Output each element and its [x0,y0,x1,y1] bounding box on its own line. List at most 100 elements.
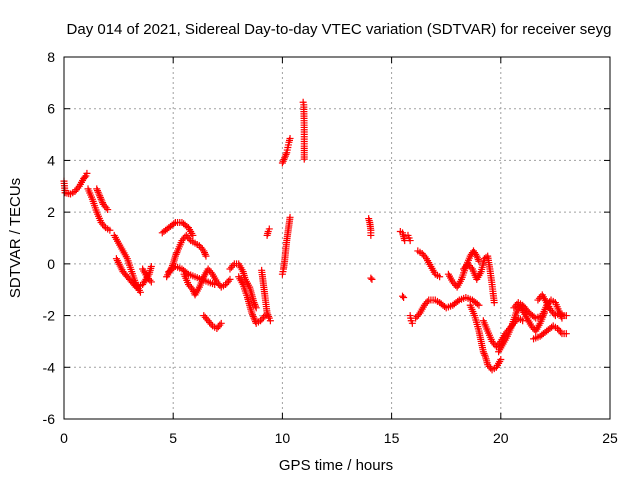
data-point [229,262,237,270]
series-arc-10 [180,265,234,299]
data-point [94,188,102,196]
data-point [171,252,179,260]
data-point [264,311,272,319]
data-point [519,317,527,325]
data-point [96,192,104,200]
data-point [259,313,267,321]
data-point [473,300,481,308]
data-point [480,349,488,357]
x-tick-label: 5 [169,430,177,446]
data-point [207,320,215,328]
data-point [147,278,155,286]
data-point [367,274,375,282]
series-arc-33 [530,322,570,343]
data-point [423,298,431,306]
y-tick-label: -2 [43,308,56,324]
data-point [252,304,260,312]
plot-frame [63,56,611,420]
gridlines [64,57,610,419]
series-arc-17 [278,134,294,167]
data-point [207,268,215,276]
data-point [185,235,193,243]
data-point [93,187,101,195]
series-arc-13 [235,273,269,327]
data-point [280,156,288,164]
data-point [251,316,259,324]
series-arc-16 [278,213,294,278]
data-point [251,302,259,310]
data-point [490,299,498,307]
data-point [467,263,475,271]
data-point [146,276,154,284]
data-point [286,134,294,142]
x-tick-label: 15 [384,430,400,446]
data-point [278,159,286,167]
data-point [263,309,271,317]
data-point [406,237,414,245]
series-arc-24 [406,312,416,327]
data-point [136,288,144,296]
series-arc-01 [60,169,91,198]
data-point [479,348,487,356]
data-point [97,195,105,203]
series-arc-23 [404,231,414,245]
data-point [216,321,224,329]
series-arc-06 [139,265,155,286]
data-point [282,150,290,158]
series-arc-21 [396,228,409,245]
data-point [415,311,423,319]
data-point [497,356,505,364]
series-arc-14 [258,266,274,325]
data-point [226,275,234,283]
data-point [100,222,108,230]
data-point [251,300,259,308]
data-point [562,330,570,338]
series-arc-05 [112,255,155,291]
data-point [96,193,104,201]
axis-ticks: 0 5 10 15 20 25 -6 -4 -2 0 2 4 6 8 [43,49,618,446]
series-arc-19 [365,215,375,239]
data-point [74,184,82,192]
y-tick-label: 6 [47,101,55,117]
data-point [475,301,483,309]
y-tick-label: 4 [47,152,55,168]
data-point [217,319,225,327]
series-arc-25 [414,247,444,281]
x-tick-label: 0 [60,430,68,446]
data-point [173,249,181,257]
data-point [189,286,197,294]
x-tick-label: 25 [602,430,618,446]
data-point [189,231,197,239]
data-point [172,250,180,258]
data-point [248,309,256,317]
x-tick-label: 20 [493,430,509,446]
x-axis-label: GPS time / hours [279,457,393,474]
data-point [93,185,101,193]
series-arc-02 [84,185,114,234]
data-point [249,311,257,319]
data-point [225,277,233,285]
data-point [202,252,210,260]
series-arc-28 [460,252,498,307]
data-point [147,262,155,270]
data-point [102,204,110,212]
y-axis-label: SDTVAR / TECUs [7,178,24,298]
data-point [421,253,429,261]
series-arc-07 [158,218,197,239]
series-arc-12 [226,260,260,312]
data-point [201,250,209,258]
data-point [95,190,103,198]
series-arc-22 [399,292,408,301]
data-point [399,292,407,300]
data-point [170,220,178,228]
data-point [408,319,416,327]
data-points [60,98,570,374]
series-arc-26 [412,293,483,322]
data-point [250,299,258,307]
x-tick-label: 10 [275,430,291,446]
series-arc-03 [93,185,112,214]
data-point [265,225,273,233]
data-point [279,157,287,165]
data-point [281,154,289,162]
